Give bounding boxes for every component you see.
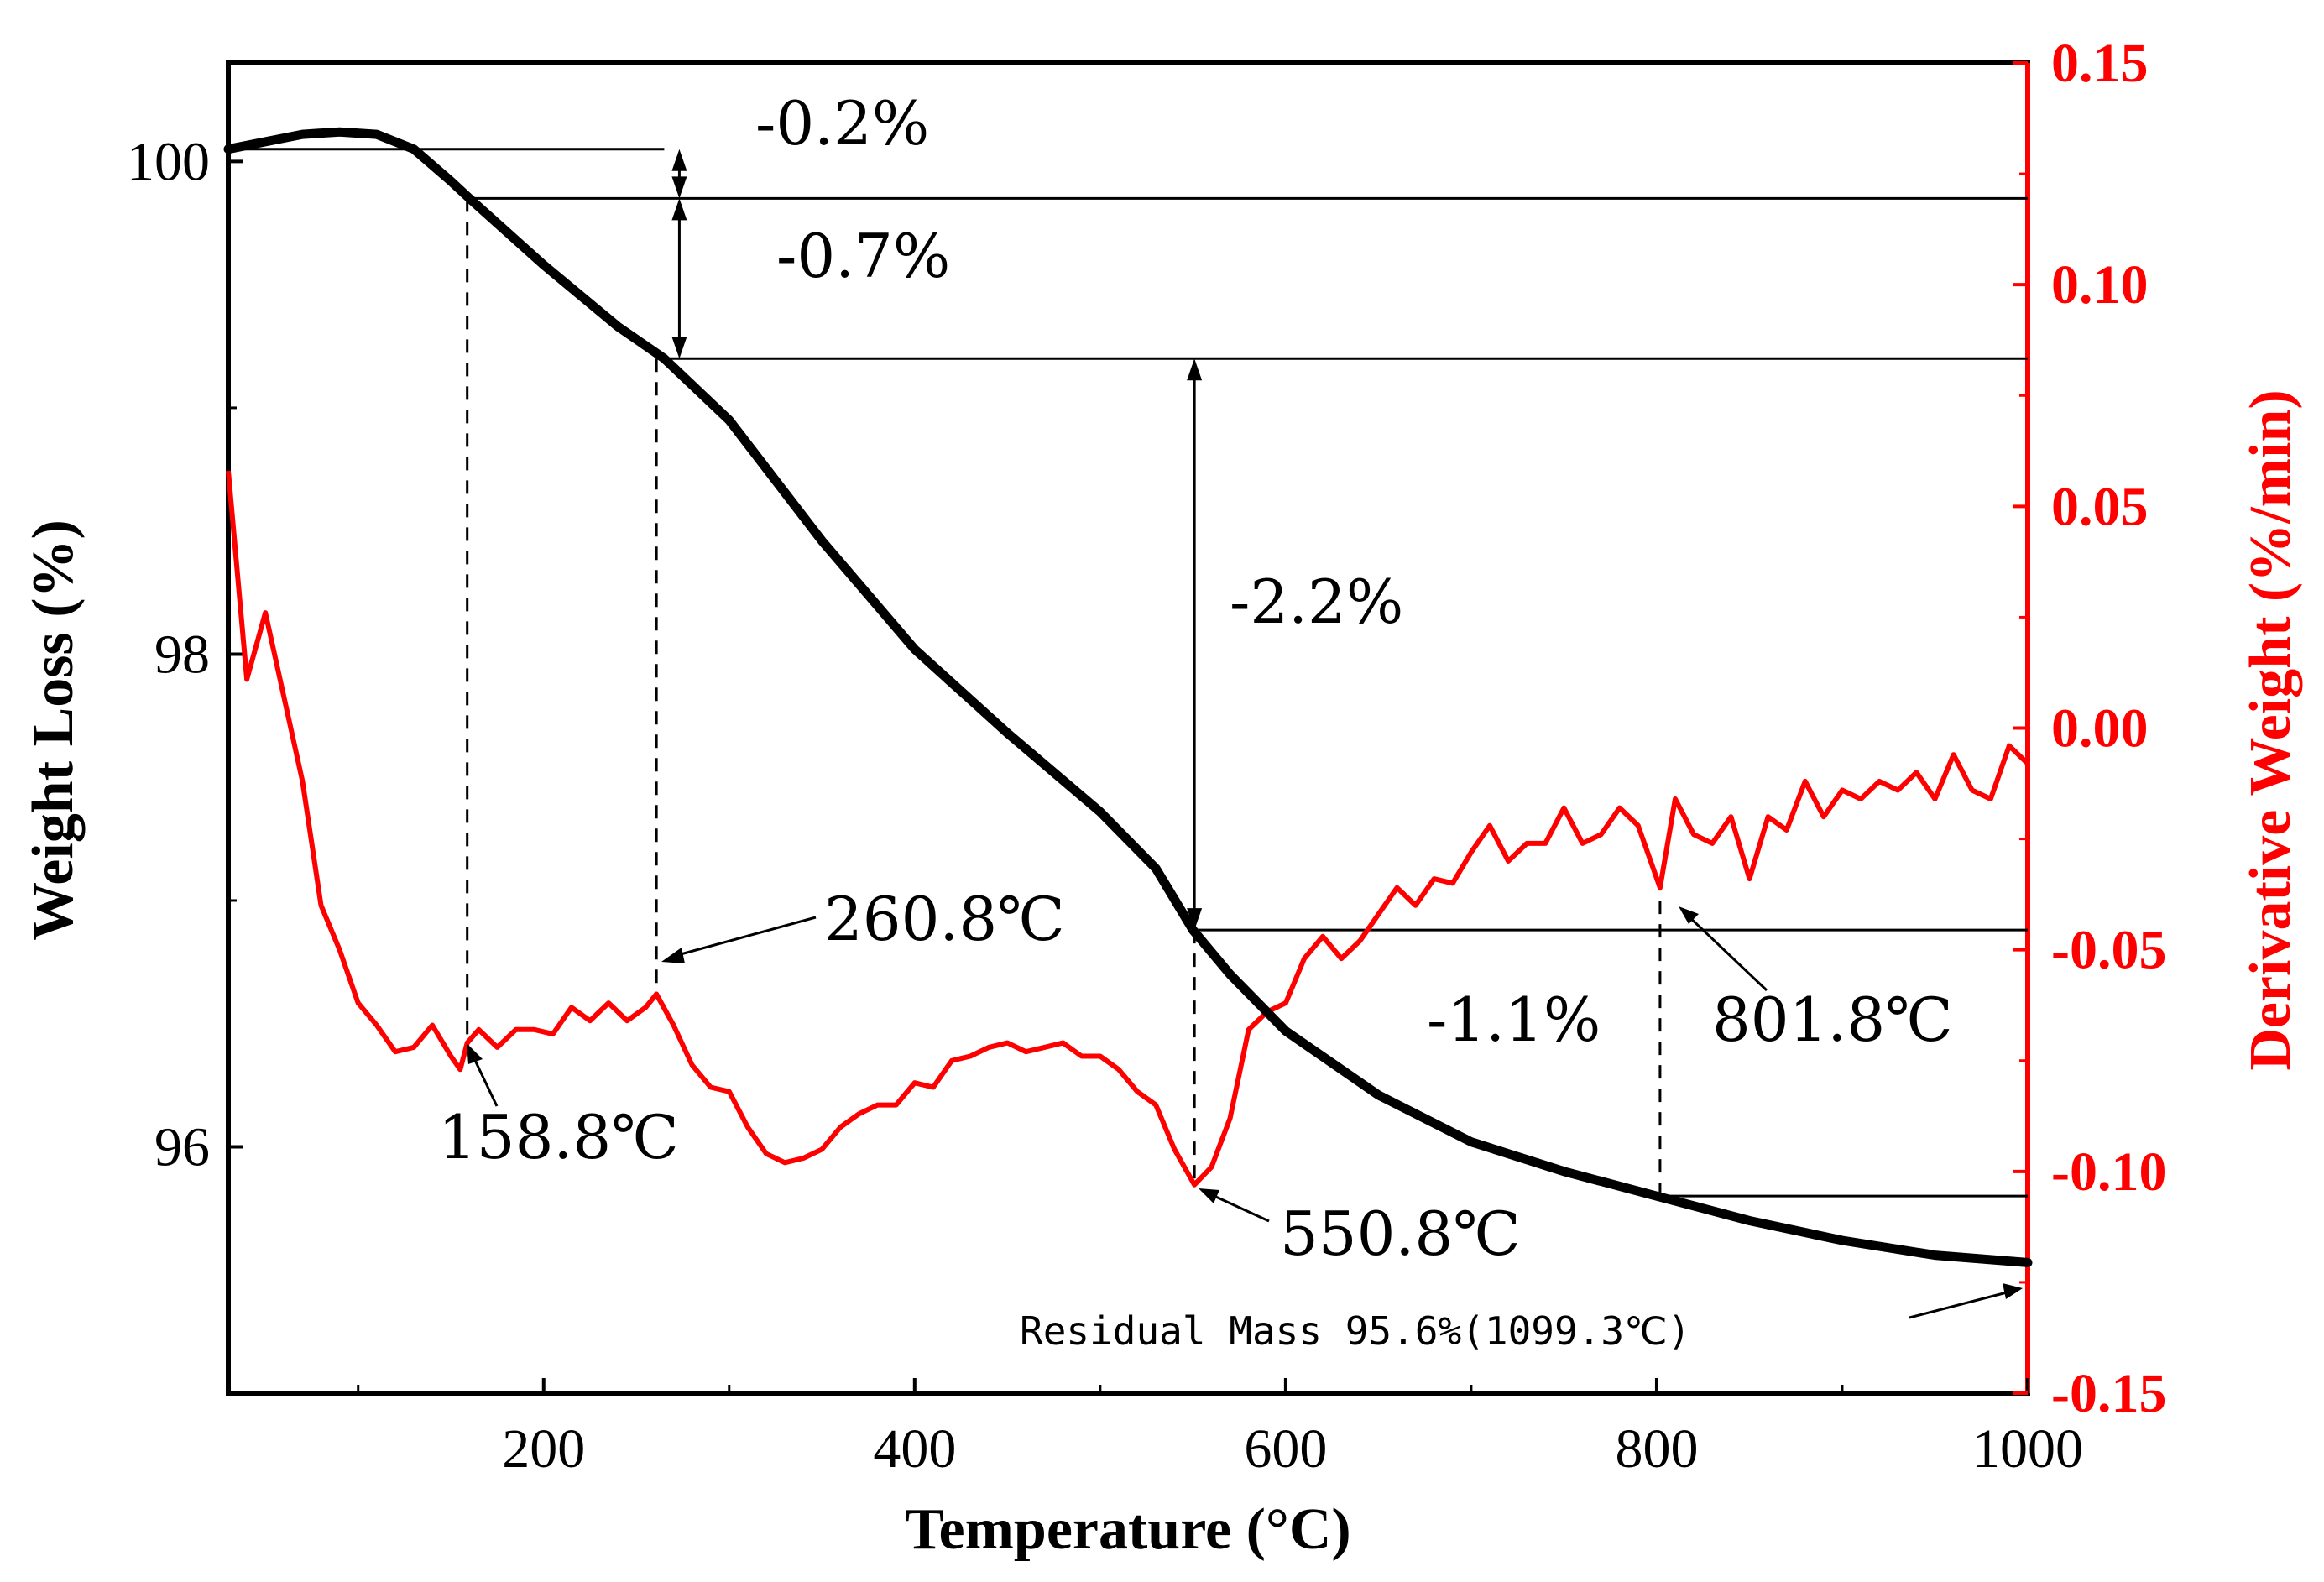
peak-label-260: 260.8℃ <box>824 884 1065 954</box>
x-axis-title: Temperature (°C) <box>905 1497 1351 1562</box>
y-right-tick-label-1: -0.10 <box>2051 1141 2166 1203</box>
step-arrowhead-bottom-0 <box>671 176 687 199</box>
pointer-arrow-260 <box>671 916 817 958</box>
y-left-tick-label-96: 96 <box>154 1116 210 1177</box>
y-right-tick-label-2: -0.05 <box>2051 920 2166 981</box>
y-right-tick-label-0: -0.15 <box>2051 1363 2166 1424</box>
plot-frame <box>226 60 2030 1396</box>
x-tick-label-1000: 1000 <box>1972 1418 2083 1480</box>
step-arrowhead-bottom-2 <box>1187 908 1203 931</box>
peak-label-158: 158.8℃ <box>438 1102 679 1172</box>
pointer-arrowhead-550 <box>1199 1188 1219 1203</box>
step-arrowhead-top-1 <box>671 198 687 221</box>
peak-label-801: 801.8℃ <box>1712 984 1953 1055</box>
y-axis-left-title: Weight Loss (%) <box>21 520 86 941</box>
right-axis-ticks: -0.15 -0.10 -0.05 0.00 0.05 0.10 0.15 <box>2013 33 2166 1424</box>
x-tick-label-400: 400 <box>873 1418 956 1480</box>
residual-mass-label: Residual Mass 95.6%(1099.3℃) <box>1020 1308 1690 1354</box>
x-tick-label-800: 800 <box>1615 1418 1698 1480</box>
x-tick-label-200: 200 <box>502 1418 585 1480</box>
x-axis-ticks: 200 400 600 800 1000 <box>357 1378 2083 1480</box>
y-right-tick-label-3: 0.00 <box>2051 698 2149 760</box>
pointer-arrow-801 <box>1685 913 1768 992</box>
derivative-weight-line <box>226 470 2030 1188</box>
peak-label-550: 550.8℃ <box>1280 1198 1521 1269</box>
step-label-1: -0.2% <box>755 88 929 159</box>
y-axis-right-title: Derivative Weight (%/min) <box>2238 389 2303 1070</box>
pointer-arrow-residual <box>1909 1290 2011 1319</box>
pointer-arrow-550 <box>1208 1192 1270 1223</box>
pointer-arrowhead-801 <box>1679 906 1699 924</box>
peak-dashed-lines <box>466 198 1662 1197</box>
step-arrowhead-top-0 <box>671 149 687 171</box>
y-right-tick-label-4: 0.05 <box>2051 476 2149 537</box>
y-left-tick-label-100: 100 <box>127 131 210 192</box>
pointer-arrowhead-260 <box>661 948 685 963</box>
x-tick-label-600: 600 <box>1244 1418 1327 1480</box>
pointer-arrow-158 <box>470 1052 499 1107</box>
y-right-tick-label-5: 0.10 <box>2051 254 2149 316</box>
step-label-4: -1.1% <box>1427 984 1601 1055</box>
y-right-tick-label-6: 0.15 <box>2051 33 2149 94</box>
y-left-tick-label-98: 98 <box>154 624 210 685</box>
step-arrowhead-top-2 <box>1187 358 1203 381</box>
reference-level-lines <box>228 148 2028 1198</box>
pointer-arrowhead-residual <box>2003 1283 2023 1299</box>
weight-loss-line <box>223 127 2033 1267</box>
step-arrowhead-bottom-1 <box>671 337 687 359</box>
pointer-arrowhead-158 <box>467 1043 483 1064</box>
step-label-2: -0.7% <box>776 221 950 291</box>
step-arrows <box>671 149 1203 931</box>
step-label-3: -2.2% <box>1230 566 1403 637</box>
peak-pointer-arrows <box>467 906 2023 1319</box>
left-axis-ticks: 96 98 100 <box>127 131 243 1395</box>
